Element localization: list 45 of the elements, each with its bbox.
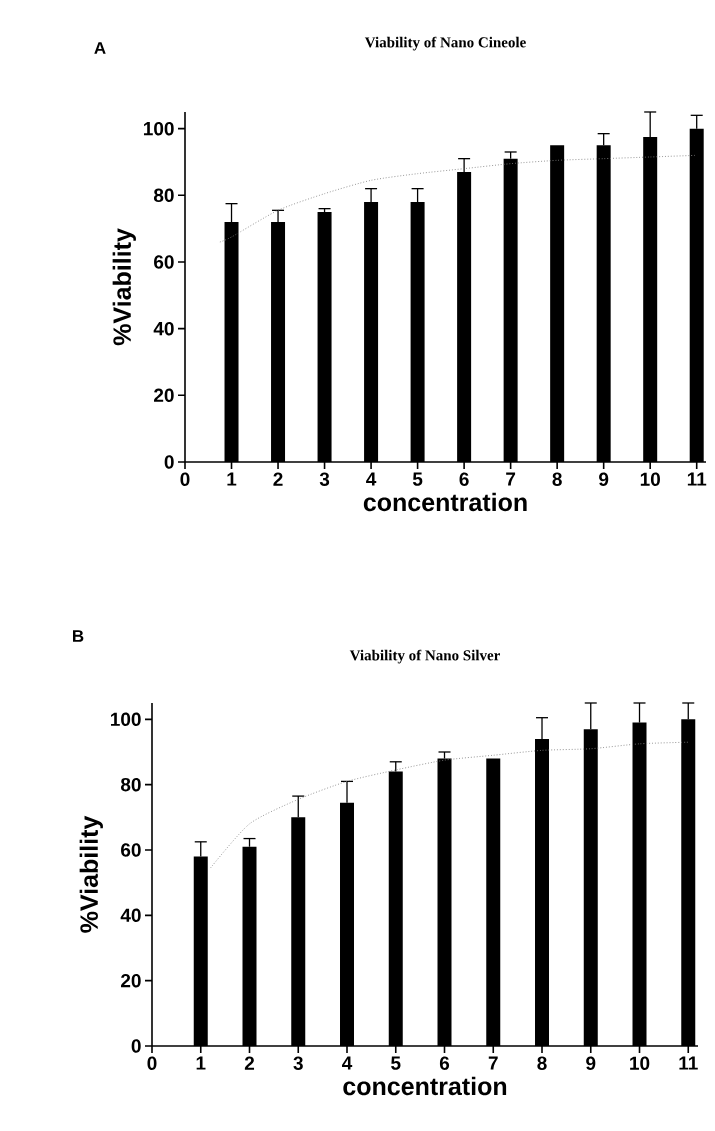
y-tick-label: 20: [121, 973, 141, 988]
y-tick-label: 80: [153, 188, 174, 203]
y-tick-label: 0: [131, 1039, 141, 1053]
x-tick-label: 5: [412, 472, 423, 486]
y-tick-label: 100: [110, 712, 141, 727]
x-tick-label: 3: [293, 1056, 303, 1070]
text: A: [94, 42, 106, 54]
x-tick-label: 9: [586, 1056, 596, 1070]
y-tick-label: 40: [120, 908, 141, 923]
x-tick-label: 0: [180, 472, 190, 486]
x-tick-label: 4: [366, 472, 377, 486]
chart-title: Viability of Nano Silver: [349, 649, 501, 664]
y-tick-label: 80: [120, 777, 141, 792]
x-tick-label: 11: [679, 1056, 698, 1070]
x-axis-title: concentration: [343, 1076, 507, 1096]
x-tick-label: 2: [244, 1056, 255, 1070]
x-tick-label: 6: [459, 472, 469, 486]
x-tick-label: 2: [273, 472, 283, 486]
x-tick-label: 7: [506, 472, 516, 486]
y-tick-label: 20: [154, 388, 174, 403]
x-tick-label: 4: [342, 1056, 353, 1070]
y-axis-title: %Viability: [79, 815, 103, 933]
x-tick-label: 8: [552, 472, 562, 486]
x-tick-label: 10: [630, 1056, 650, 1070]
x-tick-label: 1: [227, 472, 237, 486]
x-tick-label: 10: [640, 472, 660, 486]
x-tick-label: 8: [537, 1056, 547, 1070]
y-tick-label: 0: [164, 455, 174, 469]
y-tick-label: 60: [154, 255, 174, 269]
line-series: [210, 741, 689, 869]
line-series: [219, 154, 698, 243]
x-tick-label: 3: [319, 472, 330, 486]
x-axis-title: concentration: [363, 492, 527, 512]
y-axis-title: %Viability: [112, 228, 136, 346]
y-tick-label: 60: [121, 843, 141, 857]
y-tick-label: 40: [153, 321, 174, 336]
text: B: [73, 630, 84, 642]
x-tick-label: 11: [687, 472, 707, 486]
x-tick-label: 6: [439, 1056, 450, 1070]
x-tick-label: 7: [488, 1056, 498, 1070]
y-tick-label: 100: [143, 121, 174, 136]
x-tick-label: 9: [599, 472, 609, 486]
chart-title: Viability of Nano Cineole: [364, 36, 526, 51]
x-tick-label: 1: [196, 1056, 206, 1070]
x-tick-label: 5: [391, 1056, 401, 1070]
